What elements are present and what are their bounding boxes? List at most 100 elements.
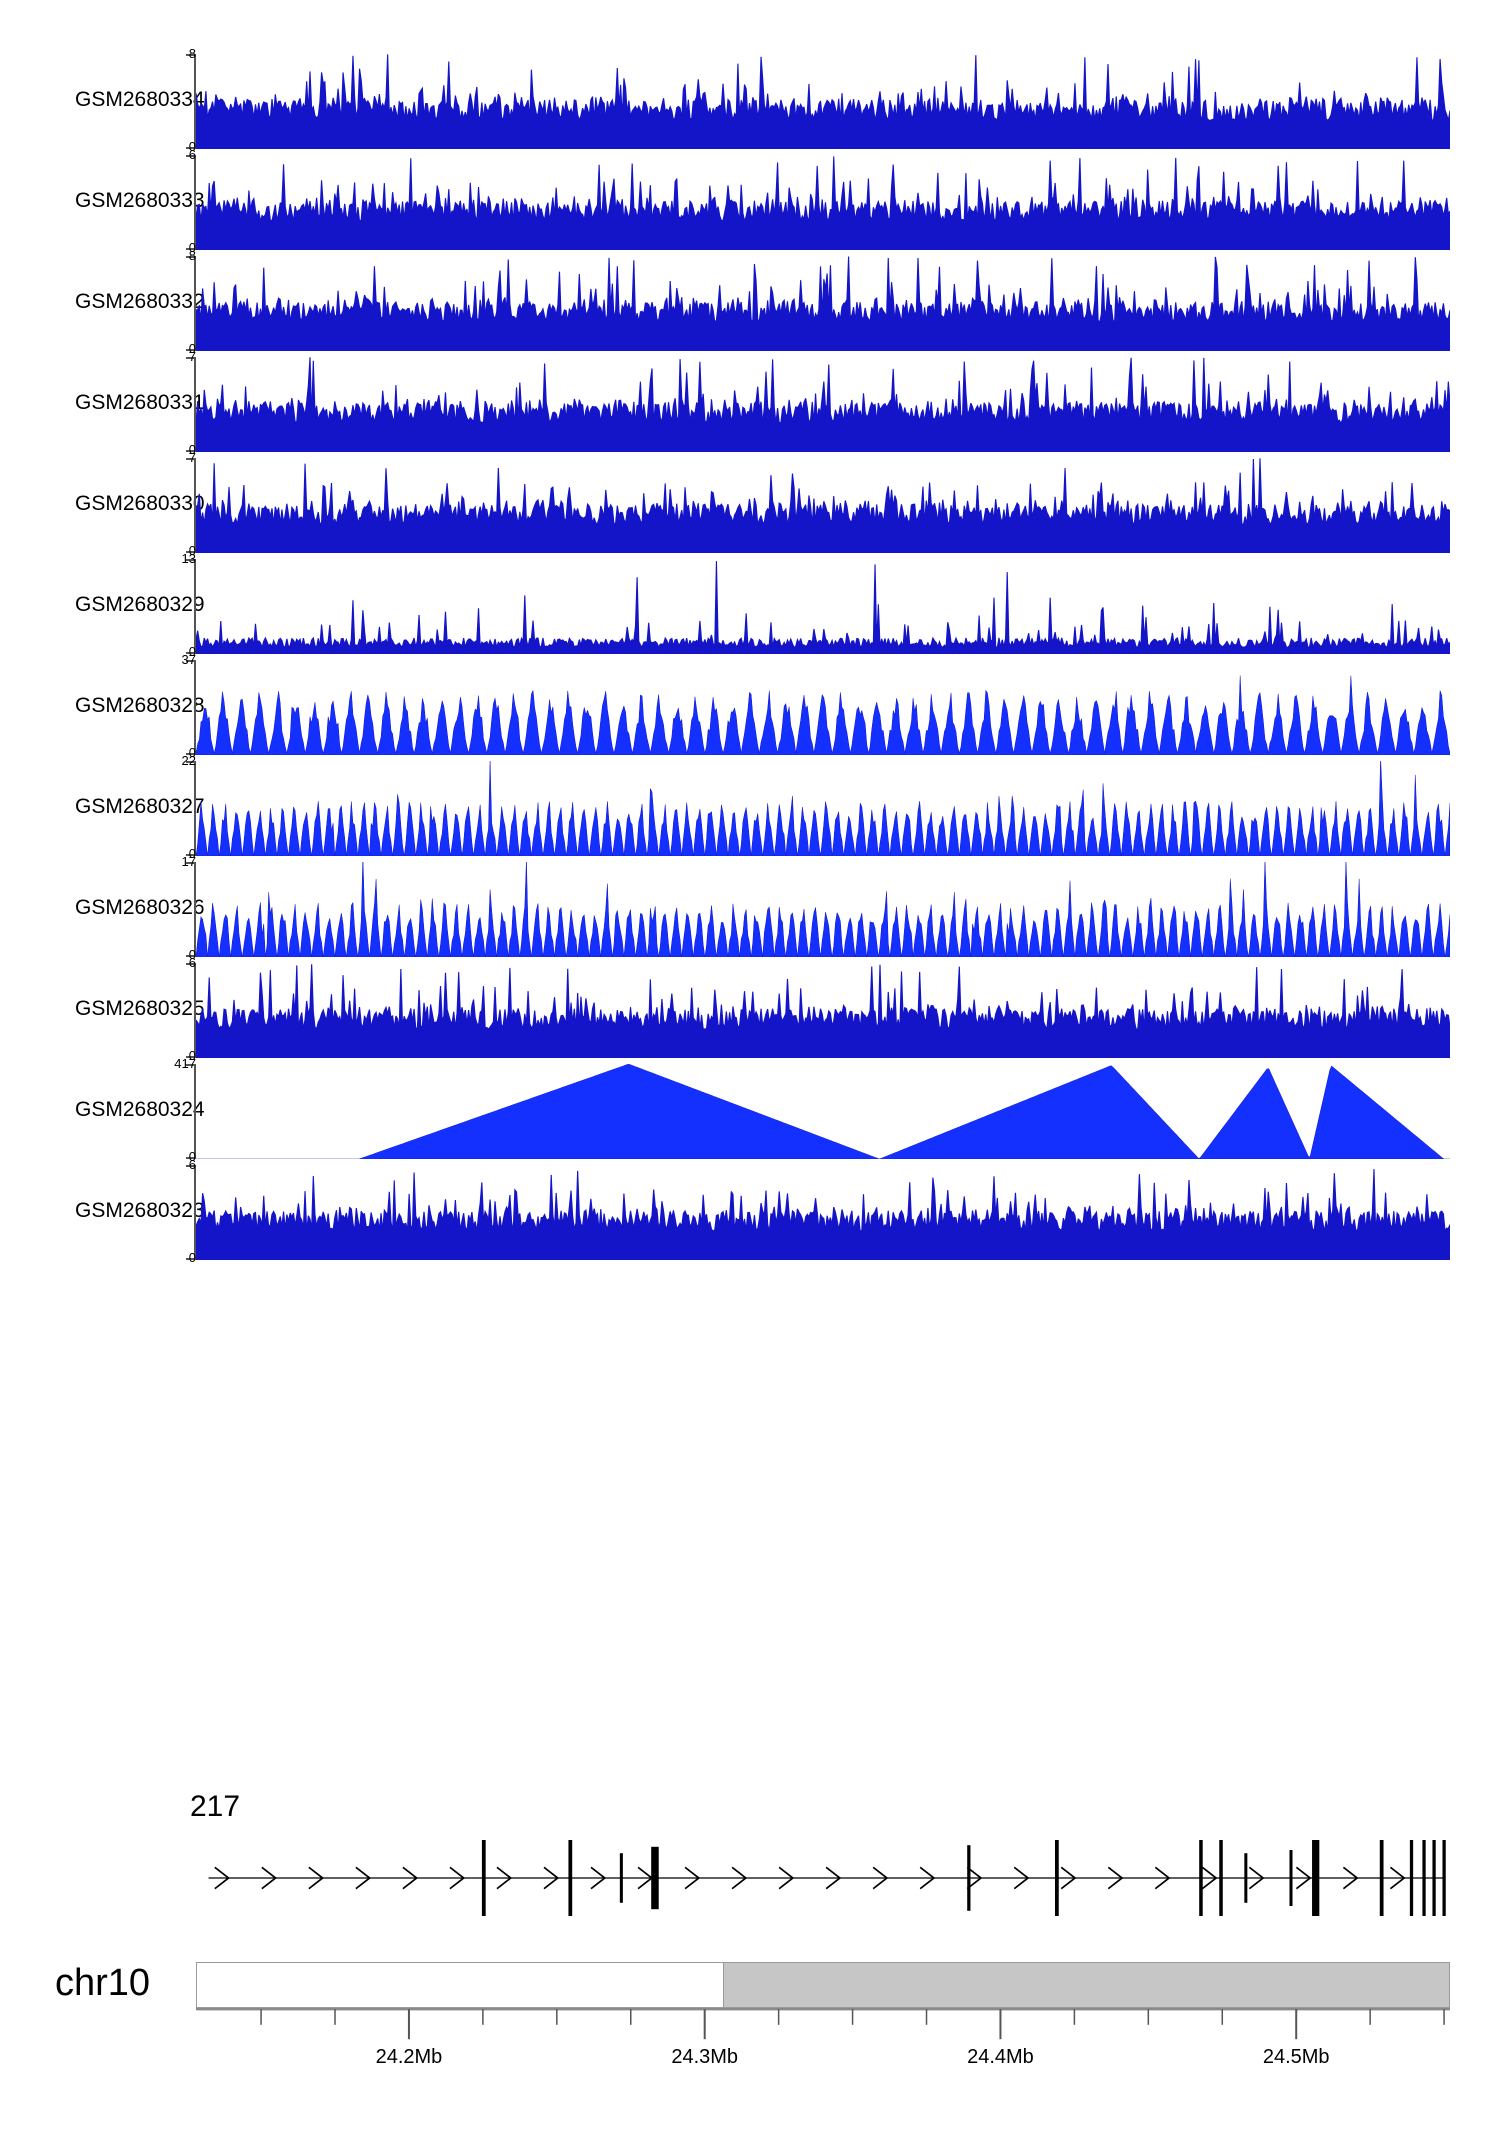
y-axis-max-label: 7 xyxy=(188,349,196,364)
coverage-plot-area xyxy=(196,458,1450,553)
coverage-plot-area xyxy=(196,256,1450,351)
y-axis-tick-max xyxy=(186,660,196,662)
coverage-track: GSM2680334 8 0 xyxy=(0,47,1500,153)
y-axis-tick-max xyxy=(186,1165,196,1167)
coverage-track: GSM2680324 417 0 xyxy=(0,1057,1500,1163)
y-axis-min-label: 0 xyxy=(188,442,196,457)
track-label-gsm2680328: GSM2680328 xyxy=(75,693,205,717)
track-y-axis: 17 0 xyxy=(150,855,196,961)
coverage-plot-area xyxy=(196,155,1450,250)
y-axis-tick-min xyxy=(186,1157,196,1159)
coverage-track: GSM2680333 6 0 xyxy=(0,148,1500,254)
y-axis-tick-max xyxy=(186,54,196,56)
y-axis-line xyxy=(194,256,196,351)
track-label-gsm2680326: GSM2680326 xyxy=(75,895,205,919)
coverage-track: GSM2680325 6 0 xyxy=(0,956,1500,1062)
coordinate-label: 24.3Mb xyxy=(671,2046,739,2068)
y-axis-min-label: 0 xyxy=(188,139,196,154)
gene-structure-diagram xyxy=(196,1838,1450,1918)
y-axis-tick-max xyxy=(186,761,196,763)
y-axis-max-label: 6 xyxy=(188,955,196,970)
y-axis-min-label: 0 xyxy=(188,341,196,356)
ideogram-bar xyxy=(196,1962,1450,2008)
track-y-axis: 13 0 xyxy=(150,552,196,658)
track-y-axis: 417 0 xyxy=(150,1057,196,1163)
track-label-gsm2680334: GSM2680334 xyxy=(75,87,205,111)
track-label-gsm2680325: GSM2680325 xyxy=(75,996,205,1020)
coverage-track: GSM2680323 6 0 xyxy=(0,1158,1500,1264)
coverage-plot-area xyxy=(196,963,1450,1058)
track-label-gsm2680323: GSM2680323 xyxy=(75,1198,205,1222)
coverage-plot-area xyxy=(196,1165,1450,1260)
y-axis-max-label: 13 xyxy=(181,551,196,566)
coverage-track: GSM2680326 17 0 xyxy=(0,855,1500,961)
y-axis-line xyxy=(194,54,196,149)
coverage-plot-area xyxy=(196,660,1450,755)
track-label-gsm2680329: GSM2680329 xyxy=(75,592,205,616)
y-axis-tick-min xyxy=(186,854,196,856)
track-y-axis: 22 0 xyxy=(150,754,196,860)
y-axis-min-label: 0 xyxy=(188,1250,196,1265)
track-label-gsm2680330: GSM2680330 xyxy=(75,491,205,515)
y-axis-max-label: 6 xyxy=(188,1157,196,1172)
y-axis-line xyxy=(194,458,196,553)
y-axis-min-label: 0 xyxy=(188,240,196,255)
coverage-track: GSM2680328 37 0 xyxy=(0,653,1500,759)
track-label-gsm2680333: GSM2680333 xyxy=(75,188,205,212)
coordinate-label: 24.5Mb xyxy=(1262,2046,1330,2068)
y-axis-tick-max xyxy=(186,1064,196,1066)
y-axis-line xyxy=(194,357,196,452)
y-axis-line xyxy=(194,1165,196,1260)
y-axis-min-label: 0 xyxy=(188,1149,196,1164)
coverage-track: GSM2680330 7 0 xyxy=(0,451,1500,557)
y-axis-tick-min xyxy=(186,1258,196,1260)
track-y-axis: 37 0 xyxy=(150,653,196,759)
coverage-plot-area xyxy=(196,1064,1450,1159)
track-label-gsm2680331: GSM2680331 xyxy=(75,390,205,414)
chromosome-label: chr10 xyxy=(55,1962,151,2004)
y-axis-max-label: 6 xyxy=(188,147,196,162)
y-axis-tick-min xyxy=(186,248,196,250)
y-axis-line xyxy=(194,660,196,755)
y-axis-min-label: 0 xyxy=(188,745,196,760)
y-axis-tick-max xyxy=(186,256,196,258)
coordinate-label: 24.2Mb xyxy=(375,2046,443,2068)
y-axis-tick-max xyxy=(186,458,196,460)
coverage-track: GSM2680327 22 0 xyxy=(0,754,1500,860)
coverage-track: GSM2680329 13 0 xyxy=(0,552,1500,658)
y-axis-min-label: 0 xyxy=(188,543,196,558)
y-axis-line xyxy=(194,1064,196,1159)
track-label-gsm2680332: GSM2680332 xyxy=(75,289,205,313)
y-axis-tick-min xyxy=(186,147,196,149)
coverage-track: GSM2680331 7 0 xyxy=(0,350,1500,456)
coverage-plot-area xyxy=(196,559,1450,654)
coverage-plot-area xyxy=(196,862,1450,957)
gene-model-track: 217 xyxy=(0,1790,1500,1920)
coverage-plot-area xyxy=(196,54,1450,149)
y-axis-min-label: 0 xyxy=(188,1048,196,1063)
y-axis-line xyxy=(194,155,196,250)
y-axis-max-label: 22 xyxy=(181,753,196,768)
y-axis-tick-max xyxy=(186,862,196,864)
y-axis-tick-min xyxy=(186,450,196,452)
coordinate-axis xyxy=(196,2008,1450,2044)
y-axis-max-label: 7 xyxy=(188,450,196,465)
coverage-plot-area xyxy=(196,761,1450,856)
coverage-track: GSM2680332 8 0 xyxy=(0,249,1500,355)
y-axis-max-label: 17 xyxy=(181,854,196,869)
y-axis-tick-max xyxy=(186,963,196,965)
y-axis-max-label: 8 xyxy=(188,248,196,263)
y-axis-tick-min xyxy=(186,652,196,654)
track-label-gsm2680324: GSM2680324 xyxy=(75,1097,205,1121)
coverage-plot-area xyxy=(196,357,1450,452)
y-axis-line xyxy=(194,559,196,654)
y-axis-min-label: 0 xyxy=(188,846,196,861)
y-axis-min-label: 0 xyxy=(188,947,196,962)
y-axis-tick-min xyxy=(186,1056,196,1058)
